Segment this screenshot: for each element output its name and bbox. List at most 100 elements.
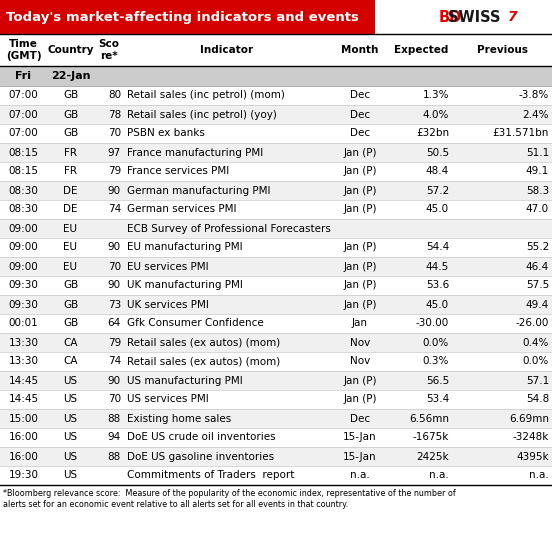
Text: 70: 70 bbox=[108, 129, 121, 139]
Text: 09:00: 09:00 bbox=[9, 242, 39, 252]
Text: 16:00: 16:00 bbox=[9, 432, 39, 442]
Text: 51.1: 51.1 bbox=[526, 148, 549, 158]
Text: 15-Jan: 15-Jan bbox=[343, 432, 377, 442]
Text: Today's market-affecting indicators and events: Today's market-affecting indicators and … bbox=[6, 11, 359, 23]
Text: DoE US gasoline inventories: DoE US gasoline inventories bbox=[127, 452, 274, 462]
Text: 13:30: 13:30 bbox=[8, 338, 39, 348]
Text: 49.1: 49.1 bbox=[526, 167, 549, 177]
Text: 0.0%: 0.0% bbox=[423, 338, 449, 348]
Text: Existing home sales: Existing home sales bbox=[127, 413, 231, 423]
Text: GB: GB bbox=[63, 129, 78, 139]
Text: 57.5: 57.5 bbox=[526, 281, 549, 291]
Text: 14:45: 14:45 bbox=[8, 394, 39, 404]
Text: 53.4: 53.4 bbox=[426, 394, 449, 404]
Text: 58.3: 58.3 bbox=[526, 185, 549, 196]
Text: 08:15: 08:15 bbox=[8, 167, 39, 177]
Text: 4395k: 4395k bbox=[516, 452, 549, 462]
Text: GB: GB bbox=[63, 90, 78, 100]
Text: 16:00: 16:00 bbox=[9, 452, 39, 462]
Text: DoE US crude oil inventories: DoE US crude oil inventories bbox=[127, 432, 275, 442]
Text: 09:30: 09:30 bbox=[9, 281, 39, 291]
Text: 50.5: 50.5 bbox=[426, 148, 449, 158]
Text: 08:15: 08:15 bbox=[8, 148, 39, 158]
Text: 45.0: 45.0 bbox=[426, 300, 449, 310]
Text: 0.0%: 0.0% bbox=[523, 356, 549, 367]
Text: 09:00: 09:00 bbox=[9, 261, 39, 271]
Text: US manufacturing PMI: US manufacturing PMI bbox=[127, 375, 243, 385]
Text: Sco
re*: Sco re* bbox=[98, 40, 119, 61]
Text: 70: 70 bbox=[108, 394, 121, 404]
Text: US: US bbox=[63, 413, 78, 423]
Text: Fri: Fri bbox=[15, 71, 31, 81]
Text: 1.3%: 1.3% bbox=[422, 90, 449, 100]
Text: 07:00: 07:00 bbox=[9, 110, 39, 120]
Text: 80: 80 bbox=[108, 90, 121, 100]
Text: SWISS: SWISS bbox=[448, 9, 501, 25]
Text: Gfk Consumer Confidence: Gfk Consumer Confidence bbox=[127, 319, 264, 329]
Text: France manufacturing PMI: France manufacturing PMI bbox=[127, 148, 263, 158]
Text: Retail sales (ex autos) (mom): Retail sales (ex autos) (mom) bbox=[127, 338, 280, 348]
Text: CA: CA bbox=[63, 338, 78, 348]
Text: Jan (P): Jan (P) bbox=[343, 242, 377, 252]
Text: 4.0%: 4.0% bbox=[423, 110, 449, 120]
Text: Retail sales (inc petrol) (yoy): Retail sales (inc petrol) (yoy) bbox=[127, 110, 277, 120]
Text: GB: GB bbox=[63, 281, 78, 291]
Text: -1675k: -1675k bbox=[413, 432, 449, 442]
Text: *Bloomberg relevance score:  Measure of the popularity of the economic index, re: *Bloomberg relevance score: Measure of t… bbox=[3, 489, 456, 510]
Text: Month: Month bbox=[341, 45, 379, 55]
Text: GB: GB bbox=[63, 110, 78, 120]
Text: 73: 73 bbox=[108, 300, 121, 310]
Text: 88: 88 bbox=[108, 413, 121, 423]
Text: Dec: Dec bbox=[350, 413, 370, 423]
Text: BD: BD bbox=[438, 9, 461, 25]
Text: 14:45: 14:45 bbox=[8, 375, 39, 385]
Text: 90: 90 bbox=[108, 242, 121, 252]
Text: DE: DE bbox=[63, 204, 78, 214]
Text: US: US bbox=[63, 394, 78, 404]
Text: France services PMI: France services PMI bbox=[127, 167, 229, 177]
Text: Dec: Dec bbox=[350, 90, 370, 100]
Text: US: US bbox=[63, 432, 78, 442]
Text: EU manufacturing PMI: EU manufacturing PMI bbox=[127, 242, 243, 252]
Text: UK services PMI: UK services PMI bbox=[127, 300, 209, 310]
Text: Retail sales (inc petrol) (mom): Retail sales (inc petrol) (mom) bbox=[127, 90, 285, 100]
Text: 15:00: 15:00 bbox=[9, 413, 39, 423]
Text: DE: DE bbox=[63, 185, 78, 196]
Text: 46.4: 46.4 bbox=[526, 261, 549, 271]
Text: 78: 78 bbox=[108, 110, 121, 120]
Text: 07:00: 07:00 bbox=[9, 129, 39, 139]
Text: 08:30: 08:30 bbox=[9, 185, 39, 196]
Text: 90: 90 bbox=[108, 185, 121, 196]
Text: Country: Country bbox=[47, 45, 94, 55]
Text: Nov: Nov bbox=[350, 356, 370, 367]
Text: -3.8%: -3.8% bbox=[519, 90, 549, 100]
Text: EU: EU bbox=[63, 261, 77, 271]
Text: US: US bbox=[63, 452, 78, 462]
Text: 74: 74 bbox=[108, 356, 121, 367]
Text: 13:30: 13:30 bbox=[8, 356, 39, 367]
Text: EU: EU bbox=[63, 223, 77, 233]
Text: Time
(GMT): Time (GMT) bbox=[6, 40, 41, 61]
Text: Indicator: Indicator bbox=[200, 45, 253, 55]
Text: 6.69mn: 6.69mn bbox=[509, 413, 549, 423]
Text: 07:00: 07:00 bbox=[9, 90, 39, 100]
Text: Jan (P): Jan (P) bbox=[343, 394, 377, 404]
Text: 88: 88 bbox=[108, 452, 121, 462]
Text: EU services PMI: EU services PMI bbox=[127, 261, 209, 271]
Text: 64: 64 bbox=[108, 319, 121, 329]
Text: CA: CA bbox=[63, 356, 78, 367]
Text: 55.2: 55.2 bbox=[526, 242, 549, 252]
Text: German services PMI: German services PMI bbox=[127, 204, 236, 214]
Text: FR: FR bbox=[64, 148, 77, 158]
Text: 0.4%: 0.4% bbox=[523, 338, 549, 348]
Text: GB: GB bbox=[63, 300, 78, 310]
Text: 22-Jan: 22-Jan bbox=[51, 71, 90, 81]
Text: FR: FR bbox=[64, 167, 77, 177]
Text: -26.00: -26.00 bbox=[516, 319, 549, 329]
Text: Retail sales (ex autos) (mom): Retail sales (ex autos) (mom) bbox=[127, 356, 280, 367]
Text: US services PMI: US services PMI bbox=[127, 394, 209, 404]
Text: 19:30: 19:30 bbox=[8, 471, 39, 481]
Text: 0.3%: 0.3% bbox=[423, 356, 449, 367]
Text: 08:30: 08:30 bbox=[9, 204, 39, 214]
Text: EU: EU bbox=[63, 242, 77, 252]
